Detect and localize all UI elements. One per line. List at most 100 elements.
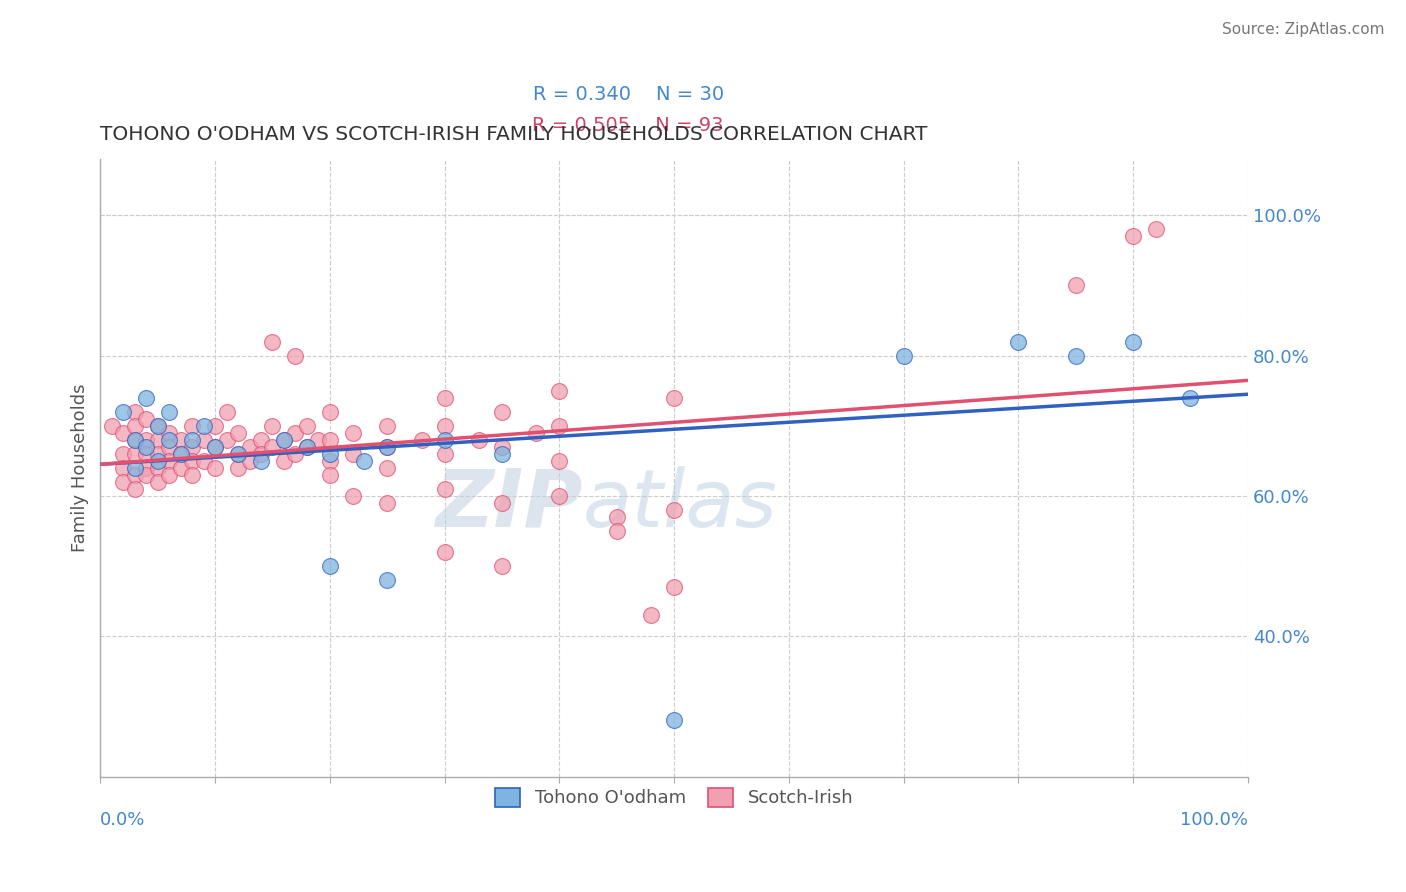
Point [124, 447, 146, 461]
Point [1064, 349, 1087, 363]
Point [146, 433, 169, 447]
Text: 100.0%: 100.0% [1180, 811, 1249, 829]
Point [157, 440, 180, 454]
Point [319, 447, 342, 461]
Point [238, 454, 260, 468]
Point [284, 447, 307, 461]
Point [157, 425, 180, 440]
Point [146, 418, 169, 433]
Point [215, 433, 238, 447]
Point [112, 460, 135, 475]
Point [433, 482, 456, 496]
Point [433, 433, 456, 447]
Text: 0.0%: 0.0% [100, 811, 146, 829]
Point [181, 418, 204, 433]
Point [1180, 391, 1202, 405]
Point [170, 447, 193, 461]
Point [491, 405, 513, 419]
Point [124, 482, 146, 496]
Point [273, 433, 295, 447]
Point [433, 447, 456, 461]
Point [319, 433, 342, 447]
Point [342, 489, 364, 503]
Point [433, 545, 456, 559]
Point [548, 454, 571, 468]
Legend: Tohono O'odham, Scotch-Irish: Tohono O'odham, Scotch-Irish [482, 775, 866, 820]
Point [250, 454, 273, 468]
Point [375, 440, 398, 454]
Point [295, 440, 318, 454]
Point [181, 440, 204, 454]
Y-axis label: Family Households: Family Households [72, 384, 89, 552]
Text: ZIP: ZIP [434, 466, 582, 544]
Point [662, 503, 685, 517]
Point [124, 467, 146, 482]
Point [375, 496, 398, 510]
Point [353, 454, 375, 468]
Point [375, 440, 398, 454]
Point [548, 384, 571, 398]
Text: TOHONO O'ODHAM VS SCOTCH-IRISH FAMILY HOUSEHOLDS CORRELATION CHART: TOHONO O'ODHAM VS SCOTCH-IRISH FAMILY HO… [100, 125, 928, 144]
Point [112, 475, 135, 489]
Point [204, 440, 226, 454]
Point [170, 447, 193, 461]
Point [204, 440, 226, 454]
Point [893, 349, 915, 363]
Point [135, 411, 157, 425]
Point [606, 524, 628, 538]
Point [284, 425, 307, 440]
Point [146, 447, 169, 461]
Point [146, 418, 169, 433]
Text: R = 0.505    N = 93: R = 0.505 N = 93 [533, 116, 724, 135]
Point [262, 334, 284, 349]
Point [491, 496, 513, 510]
Point [157, 405, 180, 419]
Point [170, 433, 193, 447]
Point [193, 433, 215, 447]
Point [146, 460, 169, 475]
Point [226, 447, 249, 461]
Point [181, 433, 204, 447]
Point [124, 433, 146, 447]
Point [273, 454, 295, 468]
Point [204, 418, 226, 433]
Point [181, 467, 204, 482]
Point [662, 391, 685, 405]
Point [135, 440, 157, 454]
Point [135, 447, 157, 461]
Point [284, 349, 307, 363]
Point [135, 391, 157, 405]
Point [124, 460, 146, 475]
Point [250, 433, 273, 447]
Point [262, 418, 284, 433]
Point [124, 418, 146, 433]
Point [319, 454, 342, 468]
Point [124, 433, 146, 447]
Point [1064, 278, 1087, 293]
Point [101, 418, 124, 433]
Point [1122, 229, 1144, 244]
Point [112, 425, 135, 440]
Point [157, 433, 180, 447]
Point [342, 447, 364, 461]
Point [319, 405, 342, 419]
Point [295, 418, 318, 433]
Point [640, 608, 662, 623]
Point [606, 510, 628, 524]
Point [433, 391, 456, 405]
Point [526, 425, 548, 440]
Point [204, 460, 226, 475]
Point [135, 460, 157, 475]
Point [491, 559, 513, 574]
Point [319, 559, 342, 574]
Text: R = 0.340    N = 30: R = 0.340 N = 30 [533, 85, 724, 103]
Point [170, 460, 193, 475]
Point [548, 489, 571, 503]
Point [146, 475, 169, 489]
Point [112, 447, 135, 461]
Point [124, 405, 146, 419]
Point [112, 405, 135, 419]
Point [375, 460, 398, 475]
Point [181, 454, 204, 468]
Point [548, 418, 571, 433]
